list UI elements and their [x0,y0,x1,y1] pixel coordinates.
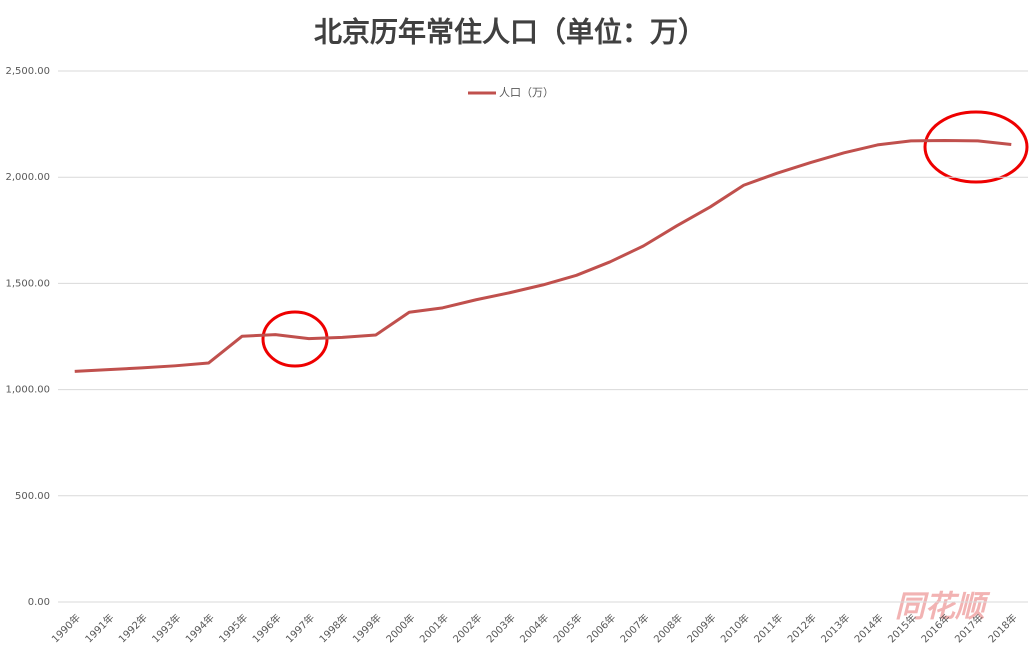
x-tick-label: 2008年 [651,611,685,645]
x-tick-label: 1995年 [216,611,250,645]
x-tick-label: 2009年 [684,611,718,645]
x-tick-label: 2003年 [484,611,518,645]
series-line [74,138,1012,373]
x-tick-label: 1994年 [182,611,216,645]
watermark: 同花顺 [895,590,991,625]
x-tick-label: 2001年 [417,611,451,645]
x-tick-label: 1996年 [249,611,283,645]
x-tick-label: 1992年 [116,611,150,645]
chart-title: 北京历年常住人口（单位：万） [314,16,706,49]
x-tick-label: 2000年 [383,611,417,645]
annotation-circle [923,110,1029,184]
x-tick-label: 2002年 [450,611,484,645]
y-tick-label: 1,000.00 [5,385,50,396]
x-tick-label: 2013年 [818,611,852,645]
x-tick-label: 1993年 [149,611,183,645]
y-tick-label: 1,500.00 [5,278,50,289]
y-tick-label: 0.00 [28,597,50,608]
y-tick-label: 500.00 [15,491,50,502]
x-tick-label: 2010年 [718,611,752,645]
x-tick-label: 1990年 [49,611,83,645]
x-tick-label: 2006年 [584,611,618,645]
y-tick-label: 2,500.00 [5,66,50,77]
x-tick-label: 2007年 [617,611,651,645]
x-tick-label: 1997年 [283,611,317,645]
y-tick-label: 2,000.00 [5,172,50,183]
x-tick-label: 1998年 [316,611,350,645]
x-tick-label: 2005年 [550,611,584,645]
x-tick-label: 1999年 [350,611,384,645]
x-tick-label: 2011年 [751,611,785,645]
x-tick-label: 2012年 [785,611,819,645]
x-tick-label: 2018年 [985,611,1019,645]
legend-label: 人口（万） [499,86,554,99]
x-tick-label: 2014年 [851,611,885,645]
x-tick-label: 1991年 [82,611,116,645]
x-tick-label: 2004年 [517,611,551,645]
